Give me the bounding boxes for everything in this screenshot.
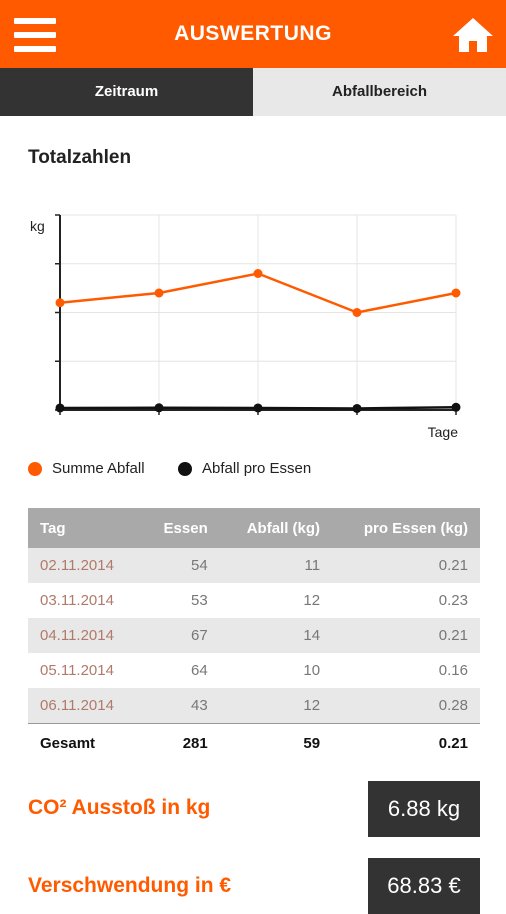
data-point: [352, 308, 362, 317]
cell-pro-essen: 0.21: [332, 618, 480, 653]
home-icon[interactable]: [452, 16, 494, 54]
legend-label: Summe Abfall: [52, 460, 145, 477]
cell-total-label: Gesamt: [28, 723, 142, 762]
section-title: Totalzahlen: [28, 147, 132, 168]
waste-cost-value-box: 68.83 €: [368, 858, 480, 914]
tab-abfallbereich[interactable]: Abfallbereich: [253, 68, 506, 116]
legend-label: Abfall pro Essen: [202, 460, 312, 477]
table-header-row: Tag Essen Abfall (kg) pro Essen (kg): [28, 508, 480, 548]
x-axis-label: Tage: [428, 424, 459, 440]
cell-total-essen: 281: [141, 723, 220, 762]
waste-cost-label: Verschwendung in €: [28, 874, 232, 897]
cell-date: 06.11.2014: [28, 688, 142, 724]
cell-abfall: 11: [219, 548, 333, 583]
legend-dot-icon: [178, 462, 192, 476]
data-point: [451, 288, 461, 298]
cell-abfall: 14: [219, 618, 333, 653]
data-table: Tag Essen Abfall (kg) pro Essen (kg) 02.…: [28, 508, 480, 762]
column-header-abfall: Abfall (kg): [219, 508, 333, 548]
table-total-row: Gesamt 281 59 0.21: [28, 723, 480, 762]
table-row[interactable]: 03.11.2014 53 12 0.23: [28, 583, 480, 618]
co2-label: CO² Ausstoß in kg: [28, 796, 211, 819]
legend-dot-icon: [28, 462, 42, 476]
tab-bar: Zeitraum Abfallbereich: [0, 68, 506, 116]
cell-date: 04.11.2014: [28, 618, 142, 653]
cell-date: 05.11.2014: [40, 662, 114, 679]
cell-date: 02.11.2014: [28, 548, 142, 583]
cell-abfall: 10: [303, 662, 321, 679]
data-point: [154, 288, 164, 298]
cell-total-pro-essen: 0.21: [332, 723, 480, 762]
table-row[interactable]: 04.11.2014 67 14 0.21: [28, 618, 480, 653]
cell-pro-essen: 0.21: [332, 548, 480, 583]
cell-date: 03.11.2014: [40, 592, 114, 609]
co2-value-box: 6.88 kg: [368, 781, 480, 837]
data-point: [253, 269, 263, 278]
column-header-pro-essen: pro Essen (kg): [332, 508, 480, 548]
cell-essen: 53: [191, 592, 208, 609]
cell-essen: 67: [141, 618, 220, 653]
column-header-tag: Tag: [28, 508, 142, 548]
table-row[interactable]: 02.11.2014 54 11 0.21: [28, 548, 480, 583]
cell-total-abfall: 59: [219, 723, 333, 762]
data-point: [253, 403, 263, 413]
cell-essen: 54: [141, 548, 220, 583]
data-point: [55, 298, 65, 308]
column-header-essen: Essen: [141, 508, 220, 548]
cell-abfall: 12: [303, 592, 321, 609]
cell-essen: 43: [141, 688, 220, 724]
waste-line-chart: kg Tage: [30, 214, 461, 440]
cell-pro-essen: 0.28: [332, 688, 480, 724]
hamburger-menu-icon[interactable]: [14, 18, 56, 52]
data-point: [154, 403, 164, 413]
data-point: [352, 403, 362, 413]
data-point: [55, 403, 65, 413]
app-bar: AUSWERTUNG: [0, 0, 506, 68]
page-title: AUSWERTUNG: [174, 22, 332, 45]
cell-pro-essen: 0.23: [438, 592, 468, 609]
cell-abfall: 12: [219, 688, 333, 724]
cell-essen: 64: [191, 662, 208, 679]
y-axis-label: kg: [30, 218, 45, 234]
cell-pro-essen: 0.16: [438, 662, 468, 679]
table-row[interactable]: 06.11.2014 43 12 0.28: [28, 688, 480, 724]
tab-zeitraum[interactable]: Zeitraum: [0, 68, 253, 116]
data-point: [451, 402, 461, 412]
table-row[interactable]: 05.11.2014 64 10 0.16: [28, 653, 480, 688]
